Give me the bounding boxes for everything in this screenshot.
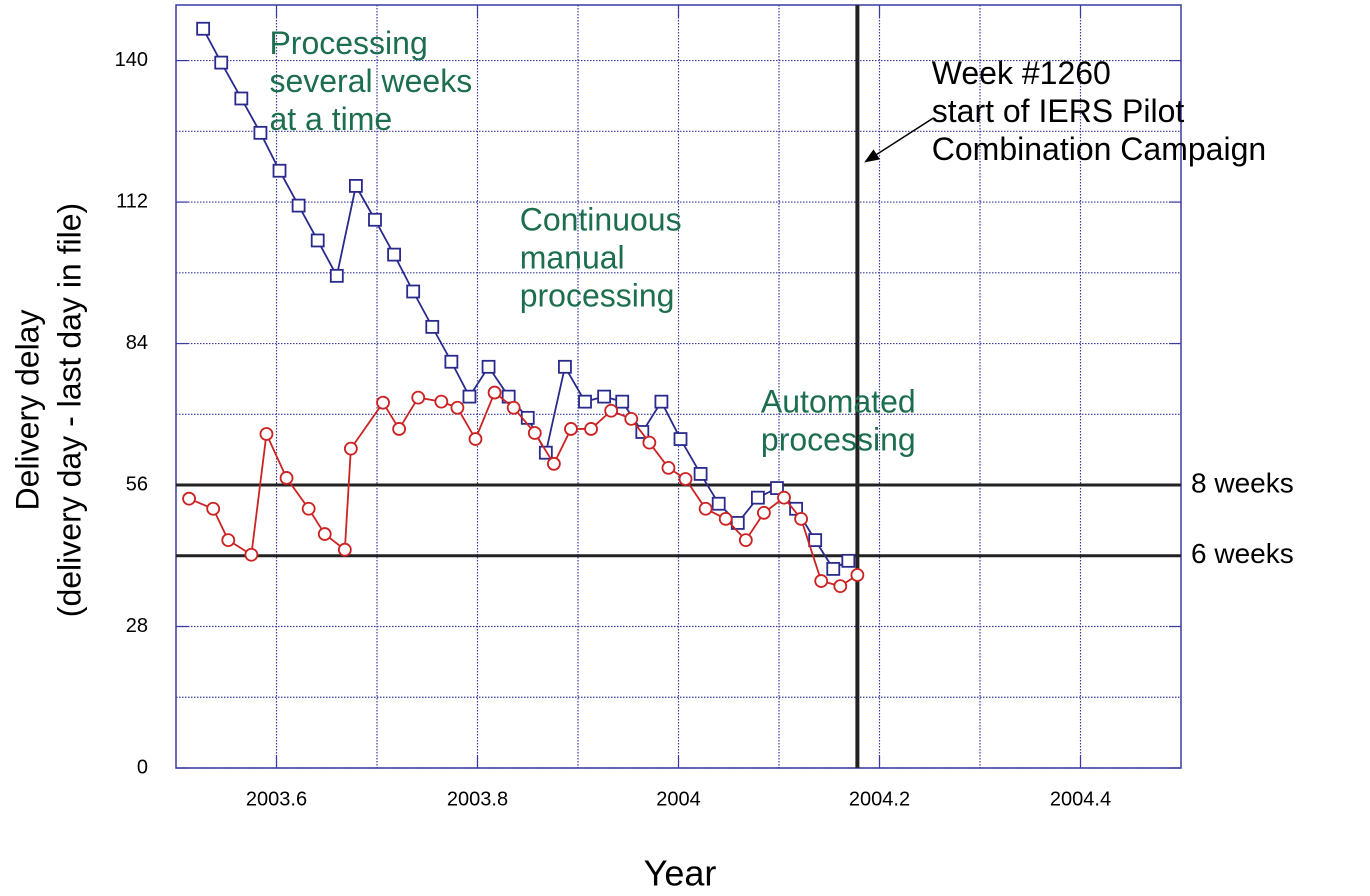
marker	[434, 394, 449, 409]
marker	[678, 472, 693, 486]
marker	[730, 516, 745, 530]
marker	[481, 359, 496, 374]
marker	[329, 268, 344, 283]
annotation: manual	[520, 240, 625, 276]
y-tick-label: 28	[126, 615, 148, 637]
marker	[794, 511, 809, 526]
marker	[376, 395, 390, 410]
annotation: Week #1260	[932, 55, 1111, 91]
marker	[826, 562, 841, 576]
marker	[279, 471, 294, 485]
marker	[711, 496, 726, 511]
marker	[597, 389, 612, 404]
marker	[301, 501, 316, 516]
marker	[841, 553, 856, 568]
y-tick-label: 140	[115, 49, 148, 71]
marker	[206, 501, 221, 516]
y-axis-label: (delivery day - last day in file)	[51, 203, 87, 617]
marker	[808, 533, 823, 548]
marker	[546, 456, 561, 471]
x-tick-label: 2003.8	[447, 788, 508, 810]
marker	[564, 422, 578, 436]
marker	[444, 354, 459, 369]
marker	[406, 284, 421, 299]
marker	[487, 385, 502, 400]
marker	[253, 125, 268, 140]
y-tick-label: 0	[137, 756, 148, 778]
x-tick-label: 2003.6	[246, 788, 307, 810]
y-tick-label: 56	[126, 473, 148, 495]
marker	[833, 579, 848, 593]
marker	[624, 411, 639, 426]
marker	[520, 410, 535, 425]
marker	[584, 422, 598, 436]
marker	[317, 527, 332, 541]
marker	[259, 427, 274, 441]
marker	[750, 490, 765, 505]
marker	[718, 511, 733, 526]
marker	[196, 21, 211, 36]
annotation: Combination Campaign	[932, 131, 1266, 167]
y-tick-label: 84	[126, 332, 148, 354]
marker	[770, 481, 784, 495]
marker	[558, 359, 572, 374]
marker	[291, 198, 306, 213]
marker	[506, 400, 521, 415]
marker	[450, 400, 465, 415]
marker	[738, 533, 753, 548]
marker	[673, 432, 688, 446]
annotation: several weeks	[269, 63, 472, 99]
plot-frame	[175, 4, 1182, 769]
y-tick-label: 112	[116, 190, 148, 212]
marker	[368, 212, 382, 227]
marker	[462, 389, 477, 404]
marker	[337, 542, 352, 557]
marker	[642, 435, 657, 450]
marker	[221, 533, 236, 548]
annotation: at a time	[269, 101, 392, 137]
marker	[654, 394, 669, 409]
marker	[234, 91, 249, 106]
marker	[578, 394, 592, 409]
marker	[411, 390, 426, 405]
x-tick-label: 2004	[656, 788, 701, 810]
marker	[661, 460, 676, 475]
marker	[615, 394, 630, 409]
x-axis-label: Year	[644, 853, 717, 894]
annotation: Processing	[269, 25, 427, 61]
marker	[182, 491, 196, 506]
marker	[698, 501, 713, 516]
marker	[777, 490, 791, 505]
marker	[425, 319, 440, 334]
annotation: processing	[520, 278, 675, 314]
x-tick-label: 2004.4	[1050, 788, 1111, 810]
annotation: Automated	[761, 384, 916, 420]
marker	[214, 55, 229, 70]
marker	[244, 547, 259, 562]
marker	[392, 422, 407, 436]
marker	[387, 247, 401, 262]
annotation: processing	[761, 422, 916, 458]
marker	[527, 426, 542, 440]
marker	[348, 178, 363, 193]
annotation-arrow	[864, 117, 935, 163]
annotation: Continuous	[520, 202, 682, 238]
marker	[604, 403, 619, 418]
marker	[693, 467, 708, 481]
marker	[310, 233, 325, 248]
annotation: start of IERS Pilot	[932, 93, 1185, 129]
marker	[850, 568, 865, 582]
marker	[468, 432, 483, 446]
marker	[814, 574, 829, 588]
marker	[757, 505, 771, 520]
y-axis-label: Delivery delay	[9, 310, 45, 511]
reference-label: 6 weeks	[1191, 538, 1294, 569]
x-tick-label: 2004.2	[849, 788, 910, 810]
reference-label: 8 weeks	[1191, 467, 1294, 498]
marker	[343, 441, 358, 456]
marker	[272, 163, 287, 178]
